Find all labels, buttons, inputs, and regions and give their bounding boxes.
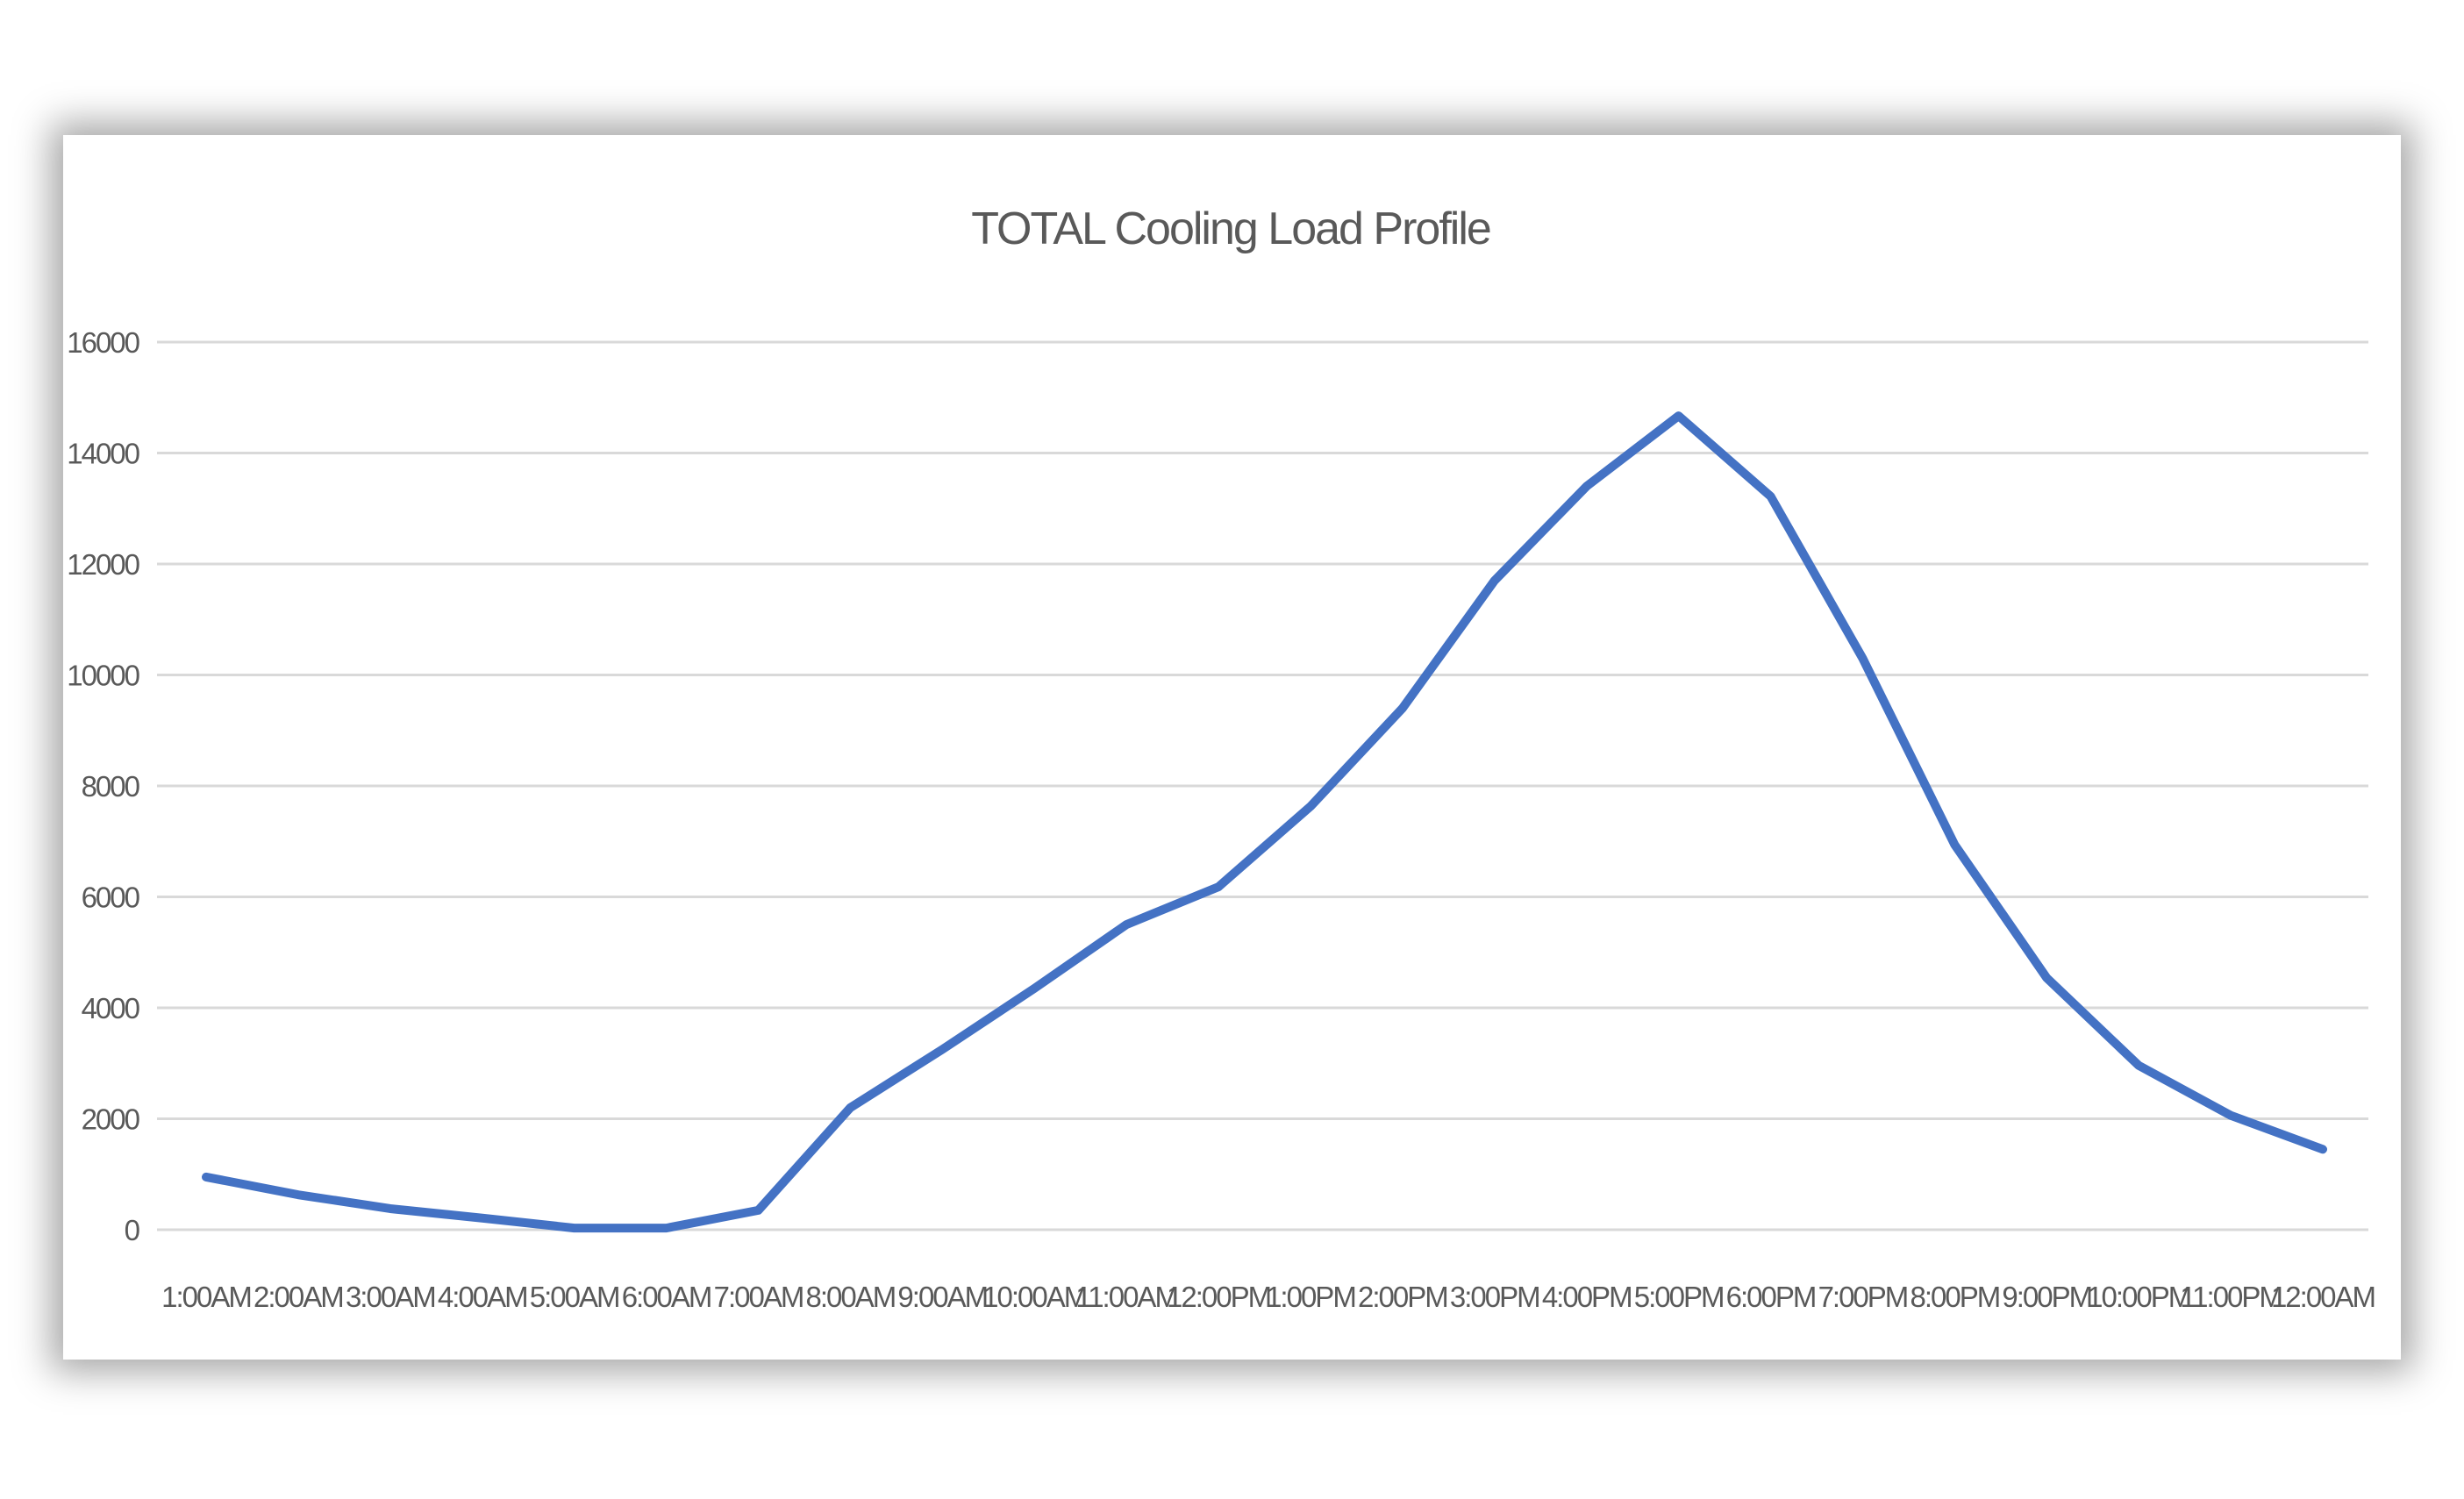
data-point (205, 1175, 207, 1178)
chart-title: TOTAL Cooling Load Profile (971, 203, 1490, 254)
x-tick-label: 2:00AM (254, 1281, 343, 1313)
y-tick-label: 8000 (82, 770, 140, 803)
data-point (2322, 1148, 2324, 1151)
series-line (202, 411, 2327, 1233)
y-tick-label: 6000 (82, 882, 140, 914)
data-point (2230, 1114, 2232, 1117)
y-tick-label: 14000 (67, 438, 139, 470)
x-tick-label: 6:00PM (1726, 1281, 1816, 1313)
x-tick-label: 7:00AM (714, 1281, 803, 1313)
y-axis-ticks: 0 2000 4000 6000 8000 10000 12000 14000 16000 (67, 326, 141, 1246)
x-tick-label: 2:00PM (1358, 1281, 1447, 1313)
data-point (941, 1048, 944, 1051)
data-point (2138, 1064, 2140, 1067)
x-tick-label: 5:00AM (530, 1281, 619, 1313)
x-tick-label: 11:00PM (2180, 1281, 2282, 1313)
data-point (665, 1227, 668, 1230)
x-tick-label: 10:00AM (982, 1281, 1086, 1313)
data-point (1218, 886, 1220, 889)
x-tick-label: 9:00AM (897, 1281, 987, 1313)
y-tick-label: 16000 (67, 326, 139, 359)
data-point (757, 1209, 760, 1211)
chart-card (63, 135, 2401, 1360)
data-point (1861, 657, 1864, 660)
data-point (1309, 805, 1311, 808)
y-tick-label: 10000 (67, 660, 139, 692)
data-point (481, 1217, 483, 1219)
x-tick-label: 8:00PM (1910, 1281, 1999, 1313)
x-tick-label: 6:00AM (622, 1281, 711, 1313)
data-point (849, 1106, 852, 1109)
x-tick-label: 3:00AM (346, 1281, 435, 1313)
x-tick-label: 8:00AM (806, 1281, 896, 1313)
gridlines (157, 340, 2368, 1231)
data-point (1401, 707, 1403, 710)
data-point (573, 1227, 575, 1230)
x-tick-label: 1:00PM (1266, 1281, 1355, 1313)
x-tick-label: 7:00PM (1818, 1281, 1908, 1313)
y-tick-label: 12000 (67, 548, 139, 581)
y-tick-label: 0 (125, 1214, 140, 1246)
data-point (389, 1207, 391, 1210)
data-point (1033, 987, 1036, 989)
x-tick-label: 1:00AM (161, 1281, 251, 1313)
data-point (1677, 415, 1680, 418)
data-point (296, 1194, 299, 1196)
data-point (2046, 976, 2048, 979)
x-tick-label: 3:00PM (1450, 1281, 1539, 1313)
data-point (1953, 844, 1956, 846)
x-tick-label: 11:00AM (1075, 1281, 1177, 1313)
x-tick-label: 10:00PM (2087, 1281, 2190, 1313)
series (202, 411, 2327, 1233)
x-tick-label: 4:00AM (438, 1281, 527, 1313)
x-tick-label: 12:00AM (2271, 1281, 2375, 1313)
x-tick-label: 12:00PM (1167, 1281, 1270, 1313)
data-point (1125, 924, 1128, 926)
y-tick-label: 4000 (82, 992, 140, 1024)
x-axis-ticks: 1:00AM 2:00AM 3:00AM 4:00AM 5:00AM 6:00AM 7:00… (161, 1281, 2376, 1313)
y-tick-label: 2000 (82, 1103, 140, 1136)
x-tick-label: 4:00PM (1542, 1281, 1632, 1313)
x-tick-label: 9:00PM (2002, 1281, 2091, 1313)
x-tick-label: 5:00PM (1634, 1281, 1724, 1313)
data-point (1585, 485, 1588, 488)
data-point (1493, 579, 1496, 582)
data-point (1769, 495, 1772, 497)
